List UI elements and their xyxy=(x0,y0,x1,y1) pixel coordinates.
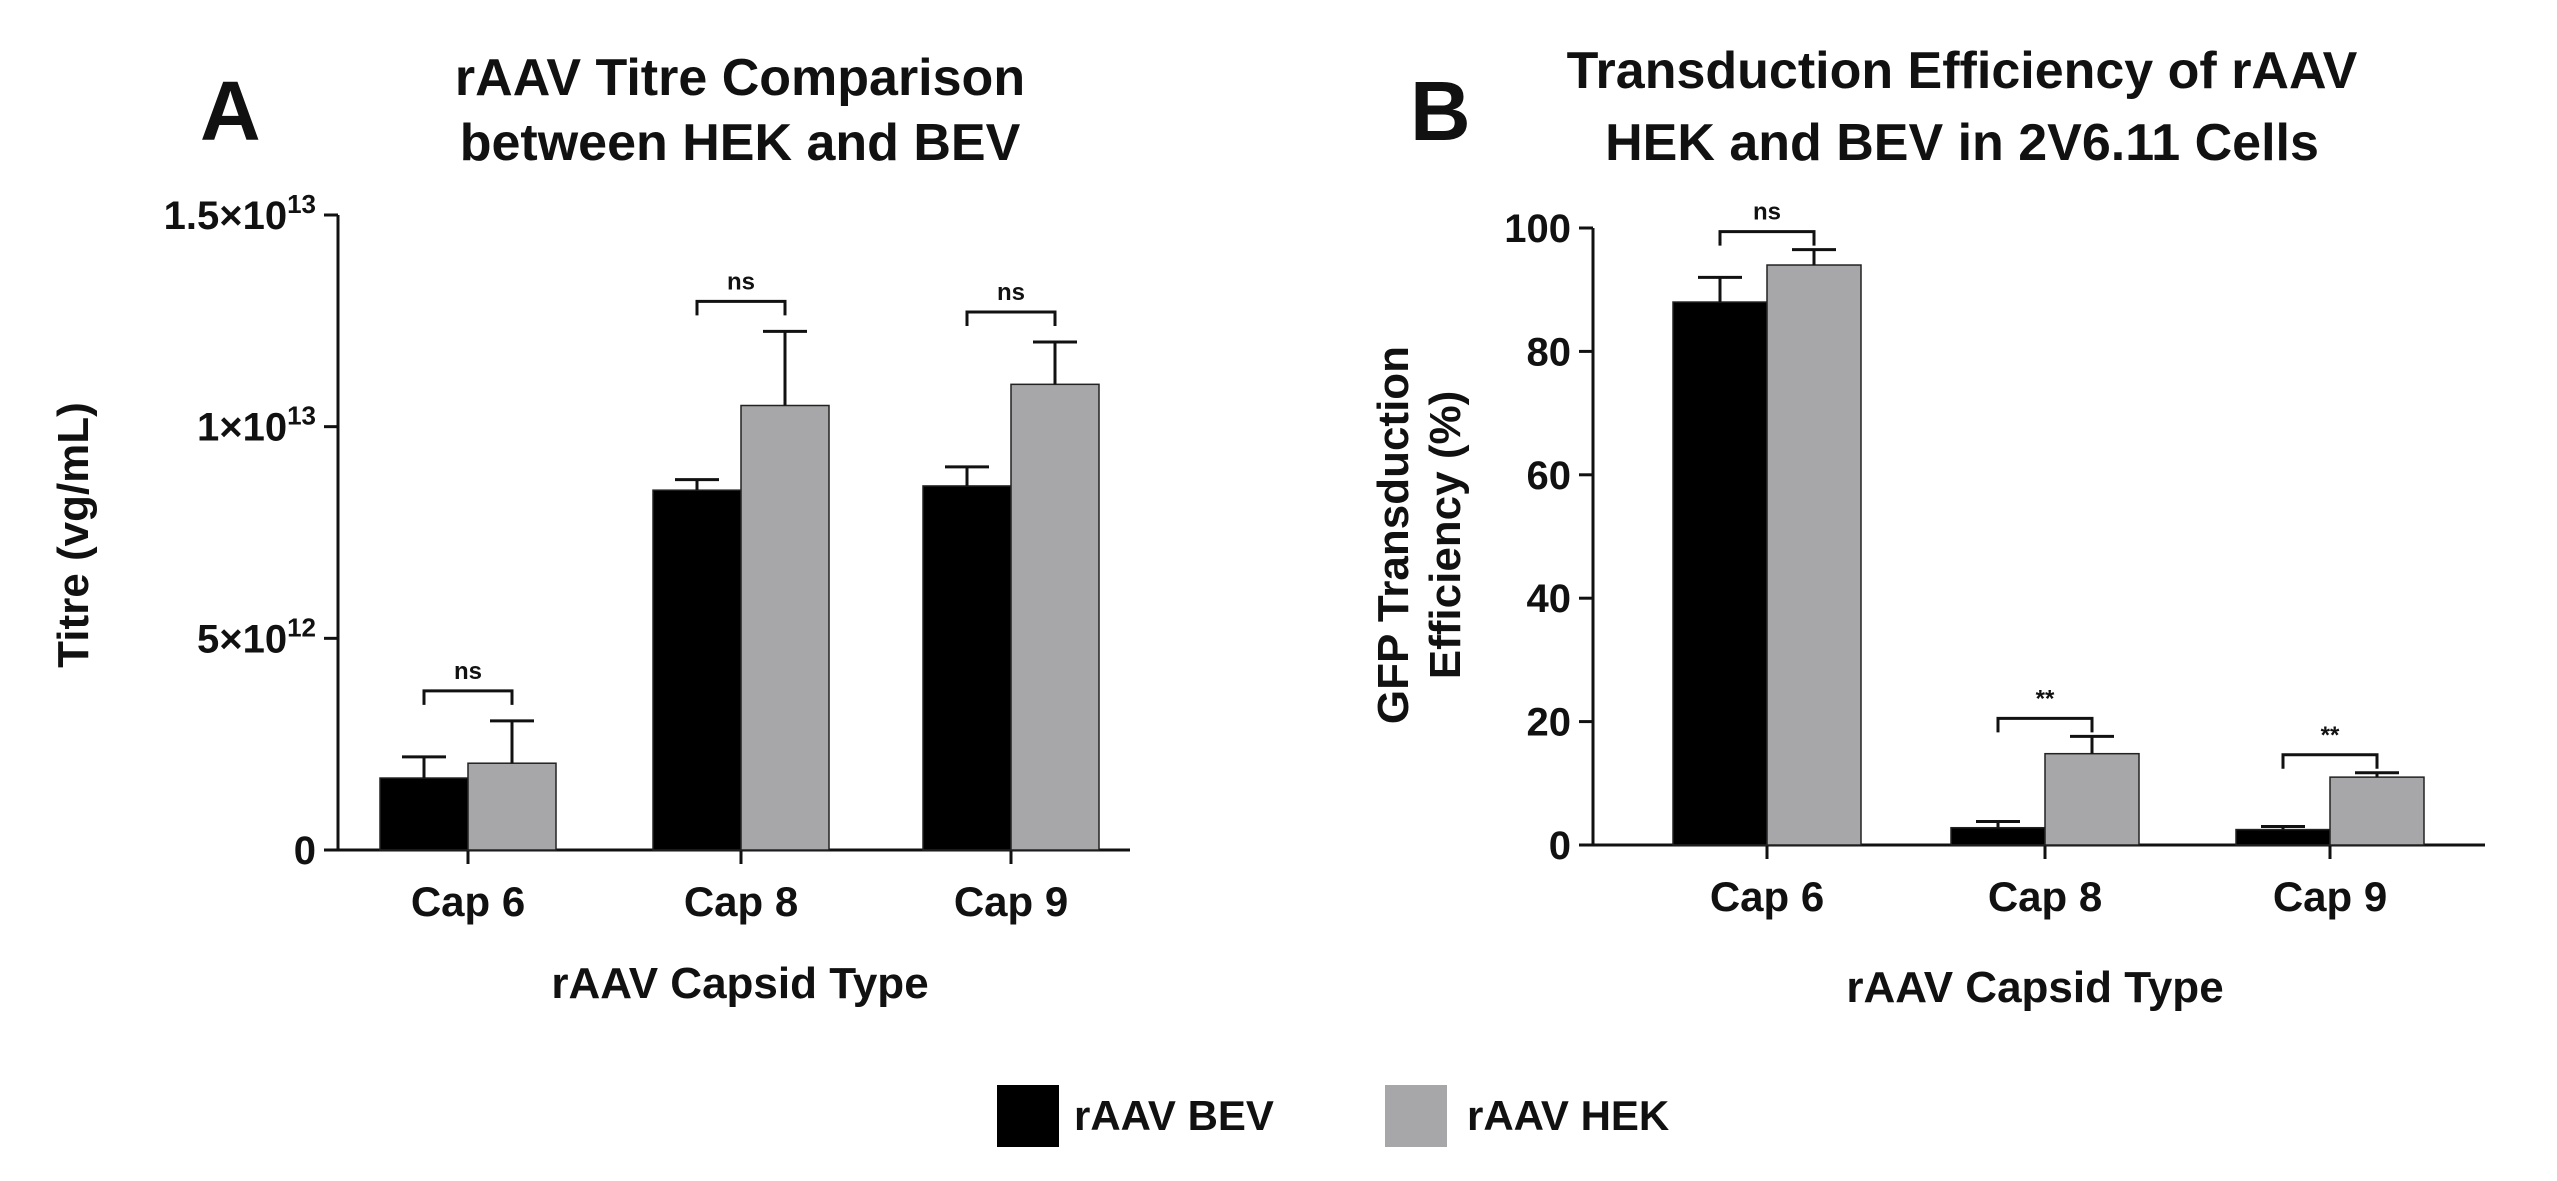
panel-b-y-axis-title-line-2: Efficiency (%) xyxy=(1421,391,1470,680)
panel-b-y-tick-label: 0 xyxy=(1549,824,1571,868)
panel-a: A rAAV Titre Comparison between HEK and … xyxy=(49,49,1130,1008)
panel-b-bar-hek xyxy=(2044,752,2140,846)
panel-b-y-tick-label: 80 xyxy=(1527,330,1572,374)
legend-label-bev: rAAV BEV xyxy=(1074,1092,1274,1139)
panel-a-bar-hek xyxy=(467,762,557,851)
panel-b-plot: 0 20 40 60 80 100 Cap 6 ns Cap 8 ** Cap 9 ** xyxy=(1504,199,2485,920)
panel-b-bar-hek xyxy=(2329,776,2425,846)
panel-b-y-tick-label: 60 xyxy=(1527,454,1572,498)
panel-a-bar-hek xyxy=(1010,383,1100,851)
panel-a-significance-label: ns xyxy=(727,268,755,295)
panel-b-bar-bev xyxy=(1672,301,1768,846)
panel-b-x-axis-title: rAAV Capsid Type xyxy=(1846,963,2223,1012)
panel-a-significance-bracket xyxy=(695,299,787,316)
panel-b-significance-label: ** xyxy=(2321,722,2340,749)
panel-b: B Transduction Efficiency of rAAV HEK an… xyxy=(1369,42,2485,1012)
panel-a-significance-label: ns xyxy=(997,279,1025,306)
panel-b-significance-label: ** xyxy=(2036,685,2055,712)
panel-a-x-tick-label: Cap 8 xyxy=(684,878,798,925)
panel-b-significance-bracket xyxy=(2281,753,2379,769)
panel-b-y-tick-label: 100 xyxy=(1504,207,1571,251)
legend-label-hek: rAAV HEK xyxy=(1467,1092,1669,1139)
panel-a-plot: 0 5×1012 1×1013 1.5×1013 Cap 6 ns Cap 8 ns Cap 9… xyxy=(164,189,1130,925)
panel-a-title-line-1: rAAV Titre Comparison xyxy=(455,49,1025,107)
legend: rAAV BEV rAAV HEK xyxy=(997,1085,1669,1147)
panel-a-significance-bracket xyxy=(422,689,514,705)
panel-b-title-line-2: HEK and BEV in 2V6.11 Cells xyxy=(1605,114,2319,172)
panel-a-bar-bev xyxy=(379,777,469,851)
panel-a-title-line-2: between HEK and BEV xyxy=(460,114,1021,172)
panel-a-y-tick-label: 1.5×1013 xyxy=(164,189,316,238)
panel-b-y-tick-label: 20 xyxy=(1527,701,1572,745)
panel-a-letter: A xyxy=(200,64,261,158)
panel-b-y-tick-label: 40 xyxy=(1527,577,1572,621)
panel-a-bar-bev xyxy=(652,489,742,851)
panel-a-significance-bracket xyxy=(965,310,1057,326)
panel-a-y-tick-label: 5×1012 xyxy=(197,612,316,661)
panel-b-letter: B xyxy=(1410,64,1471,158)
panel-a-significance-label: ns xyxy=(454,658,482,685)
legend-swatch-hek xyxy=(1385,1085,1447,1147)
panel-b-significance-label: ns xyxy=(1753,199,1781,226)
legend-swatch-bev xyxy=(997,1085,1059,1147)
panel-b-title-line-1: Transduction Efficiency of rAAV xyxy=(1567,42,2358,100)
panel-a-y-axis-title: Titre (vg/mL) xyxy=(49,402,98,668)
panel-b-significance-bracket xyxy=(1718,230,1816,246)
panel-a-bar-bev xyxy=(922,485,1012,851)
panel-b-significance-bracket xyxy=(1996,716,2094,733)
panel-a-y-tick-label: 1×1013 xyxy=(197,401,316,450)
panel-b-y-axis-title-line-1: GFP Transduction xyxy=(1369,346,1418,724)
panel-a-x-axis-title: rAAV Capsid Type xyxy=(551,959,928,1008)
panel-b-bar-bev xyxy=(1950,826,2046,846)
panel-b-x-tick-label: Cap 9 xyxy=(2273,873,2387,920)
panel-b-x-tick-label: Cap 8 xyxy=(1988,873,2102,920)
panel-b-x-tick-label: Cap 6 xyxy=(1710,873,1824,920)
panel-a-x-tick-label: Cap 6 xyxy=(411,878,525,925)
panel-a-y-tick-label: 0 xyxy=(294,829,316,873)
panel-b-bar-hek xyxy=(1766,264,1862,846)
panel-b-bar-bev xyxy=(2235,828,2331,846)
panel-a-x-tick-label: Cap 9 xyxy=(954,878,1068,925)
panel-a-bar-hek xyxy=(740,404,830,851)
